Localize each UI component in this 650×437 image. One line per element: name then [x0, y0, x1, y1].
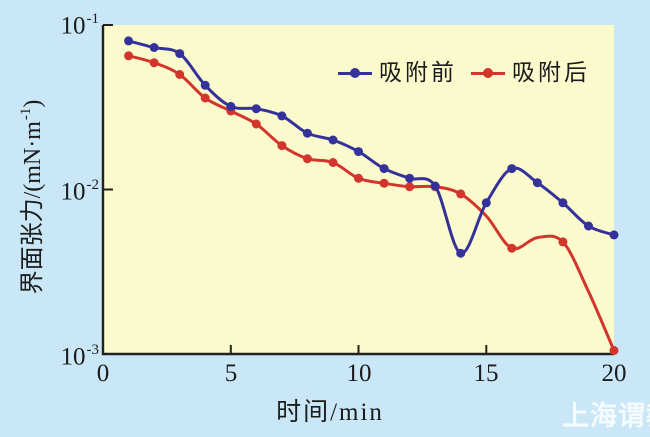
legend-marker-dot [350, 68, 360, 78]
y-axis-tick-label: 10-1 [60, 11, 100, 40]
y-axis-title: 界面张力/(mN·m-1) [18, 99, 46, 295]
legend-label: 吸附前 [379, 60, 457, 85]
y-axis-tick-label: 10-3 [60, 342, 100, 371]
x-axis-tick-label: 10 [346, 360, 372, 387]
x-axis-tick-label: 0 [96, 360, 110, 387]
legend-marker-dot [483, 68, 493, 78]
legend-item-before-adsorption: 吸附前 [338, 60, 457, 86]
x-axis-tick-label: 5 [224, 360, 238, 387]
legend-line-sample [338, 68, 372, 78]
series-markers-0 [124, 36, 619, 258]
legend-item-after-adsorption: 吸附后 [471, 60, 590, 86]
x-axis-tick-label: 20 [601, 360, 627, 387]
x-axis-tick-label: 15 [473, 360, 499, 387]
axis-tick-marks [103, 24, 488, 354]
y-axis-tick-label: 10-2 [60, 177, 100, 206]
watermark-text: 上海谓教 [562, 401, 650, 431]
x-axis-title: 时间/min [276, 399, 384, 426]
axes-frame [101, 25, 614, 356]
legend-label: 吸附后 [512, 60, 590, 85]
legend-line-sample [471, 68, 505, 78]
